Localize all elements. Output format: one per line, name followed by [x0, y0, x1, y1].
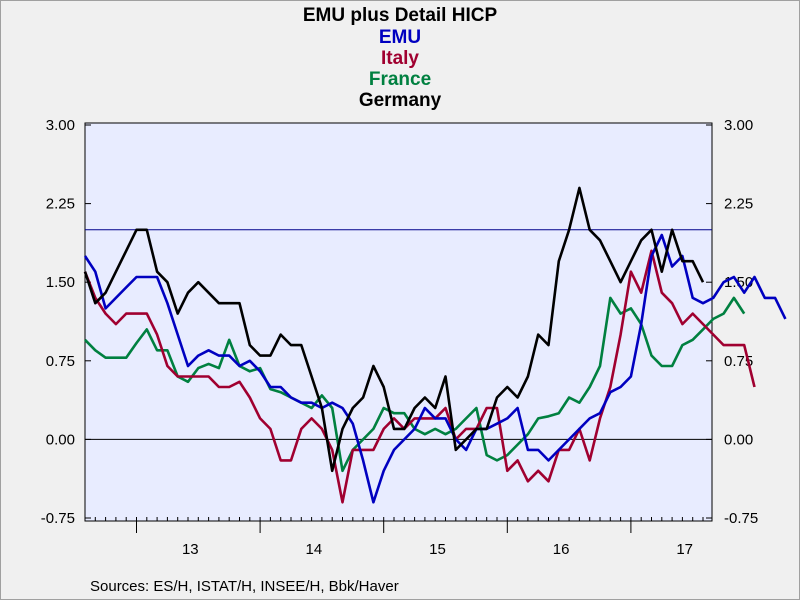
series-line-emu [83, 233, 787, 504]
y-tick-label-left: 0.75 [46, 353, 75, 370]
y-tick-label-right: 2.25 [724, 196, 753, 213]
legend-label-germany: Germany [358, 90, 442, 111]
x-tick-label: 17 [676, 541, 693, 558]
y-tick-label-right: -0.75 [724, 510, 758, 527]
x-tick-label: 16 [553, 541, 570, 558]
x-tick-label: 14 [306, 541, 323, 558]
y-tick-label-left: -0.75 [41, 510, 75, 527]
x-tick-label: 15 [429, 541, 446, 558]
y-tick-label-right: 0.00 [724, 431, 753, 448]
y-tick-label-left: 2.25 [46, 196, 75, 213]
y-tick-label-left: 3.00 [46, 117, 75, 134]
chart-title: EMU plus Detail HICP [302, 5, 498, 26]
sources-note: Sources: ES/H, ISTAT/H, INSEE/H, Bbk/Hav… [90, 578, 399, 595]
legend-label-france: France [368, 69, 432, 90]
series-line-germany [83, 186, 705, 473]
y-tick-label-left: 0.00 [46, 431, 75, 448]
y-tick-label-right: 3.00 [724, 117, 753, 134]
y-tick-label-left: 1.50 [46, 274, 75, 291]
legend-label-emu: EMU [378, 27, 422, 48]
x-tick-label: 13 [182, 541, 199, 558]
plot-area [84, 122, 713, 522]
legend-label-italy: Italy [380, 48, 420, 69]
